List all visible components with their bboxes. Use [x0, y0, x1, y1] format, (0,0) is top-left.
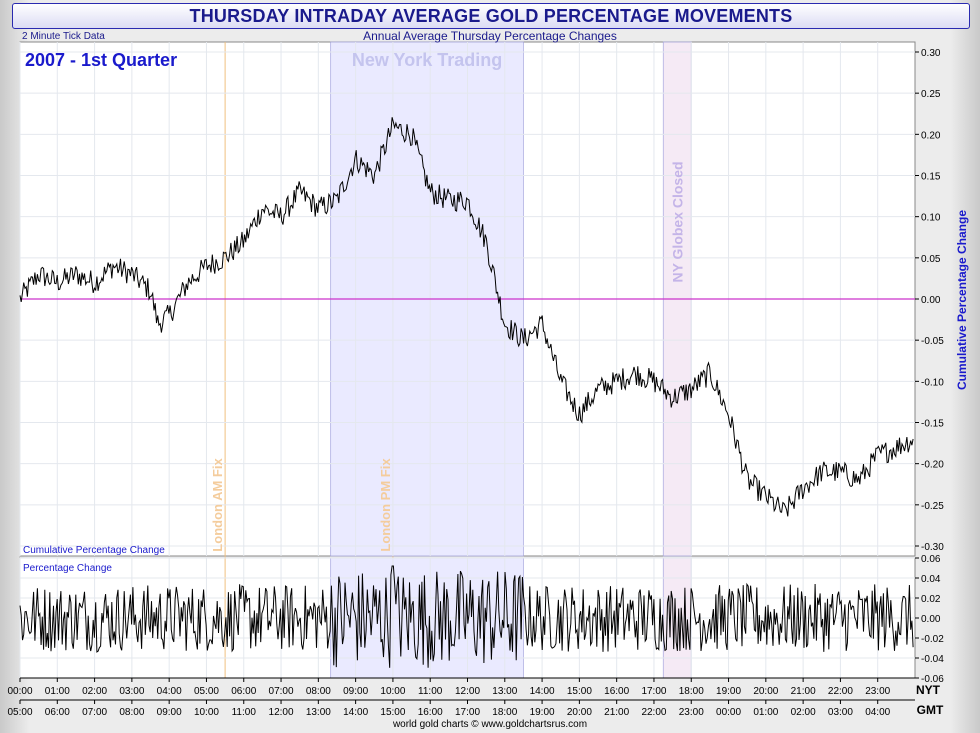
- bottom-panel-title: Percentage Change: [23, 563, 112, 574]
- london-fix-label-0: London AM Fix: [210, 458, 225, 552]
- y-tick-label-top-9: -0.15: [921, 419, 944, 430]
- x-tick-label-nyt-16: 16:00: [604, 686, 629, 697]
- y-tick-label-top-5: 0.05: [921, 254, 941, 265]
- top-panel-title: Cumulative Percentage Change: [23, 545, 165, 556]
- x-tick-label-gmt-12: 17:00: [455, 707, 480, 718]
- x-tick-label-nyt-14: 14:00: [530, 686, 555, 697]
- ny-trading-label: New York Trading: [352, 50, 502, 70]
- x-tick-label-gmt-13: 18:00: [492, 707, 517, 718]
- x-tick-label-nyt-8: 08:00: [306, 686, 331, 697]
- x-tick-label-gmt-6: 11:00: [232, 707, 257, 718]
- y-tick-label-bot-1: 0.04: [921, 574, 941, 585]
- x-tick-label-nyt-1: 01:00: [45, 686, 70, 697]
- x-tick-label-gmt-9: 14:00: [343, 707, 368, 718]
- x-tick-label-gmt-14: 19:00: [530, 707, 555, 718]
- y-tick-label-bot-3: 0.00: [921, 614, 941, 625]
- y-tick-label-bot-4: -0.02: [921, 634, 944, 645]
- x-tick-label-nyt-3: 03:00: [119, 686, 144, 697]
- x-tick-label-nyt-23: 23:00: [865, 686, 890, 697]
- london-fix-label-1: London PM Fix: [378, 458, 393, 552]
- x-tick-label-nyt-5: 05:00: [194, 686, 219, 697]
- gmt-axis-unit: GMT: [917, 703, 944, 717]
- chart-title: THURSDAY INTRADAY AVERAGE GOLD PERCENTAG…: [189, 6, 793, 26]
- x-tick-label-gmt-17: 22:00: [641, 707, 666, 718]
- x-tick-label-gmt-0: 05:00: [7, 707, 32, 718]
- y-tick-label-top-10: -0.20: [921, 460, 944, 471]
- nyt-axis-unit: NYT: [916, 683, 941, 697]
- y-tick-label-top-6: 0.00: [921, 295, 941, 306]
- x-tick-label-gmt-10: 15:00: [380, 707, 405, 718]
- x-tick-label-nyt-20: 20:00: [753, 686, 778, 697]
- x-tick-label-gmt-7: 12:00: [269, 707, 294, 718]
- x-tick-label-gmt-20: 01:00: [753, 707, 778, 718]
- chart-subtitle: Annual Average Thursday Percentage Chang…: [363, 29, 617, 43]
- x-tick-label-nyt-21: 21:00: [791, 686, 816, 697]
- x-tick-label-nyt-17: 17:00: [641, 686, 666, 697]
- x-tick-label-nyt-7: 07:00: [269, 686, 294, 697]
- x-tick-label-nyt-9: 09:00: [343, 686, 368, 697]
- y-tick-label-bot-0: 0.06: [921, 554, 941, 565]
- x-tick-label-gmt-21: 02:00: [791, 707, 816, 718]
- y-tick-label-bot-6: -0.06: [921, 674, 944, 685]
- y-tick-label-bot-2: 0.02: [921, 594, 941, 605]
- y-tick-label-top-12: -0.30: [921, 542, 944, 553]
- percentage-change-series-line: [19, 565, 914, 668]
- x-tick-label-nyt-0: 00:00: [7, 686, 32, 697]
- x-tick-label-nyt-4: 04:00: [157, 686, 182, 697]
- globex-closed-label: NY Globex Closed: [669, 161, 685, 282]
- x-tick-label-gmt-5: 10:00: [194, 707, 219, 718]
- x-tick-label-gmt-15: 20:00: [567, 707, 592, 718]
- y-axis-label: Cumulative Percentage Change: [955, 210, 969, 390]
- y-tick-label-top-0: 0.30: [921, 48, 941, 59]
- x-tick-label-gmt-1: 06:00: [45, 707, 70, 718]
- x-tick-label-nyt-15: 15:00: [567, 686, 592, 697]
- x-tick-label-nyt-12: 12:00: [455, 686, 480, 697]
- y-tick-label-top-11: -0.25: [921, 501, 944, 512]
- x-tick-label-gmt-4: 09:00: [157, 707, 182, 718]
- x-tick-label-nyt-19: 19:00: [716, 686, 741, 697]
- x-tick-label-nyt-10: 10:00: [380, 686, 405, 697]
- y-tick-label-top-8: -0.10: [921, 377, 944, 388]
- cumulative-series-line: [19, 117, 914, 517]
- y-tick-label-top-3: 0.15: [921, 172, 941, 183]
- y-tick-label-top-7: -0.05: [921, 336, 944, 347]
- x-tick-label-nyt-22: 22:00: [828, 686, 853, 697]
- y-tick-label-top-4: 0.10: [921, 213, 941, 224]
- footer-credit: world gold charts © www.goldchartsrus.co…: [392, 719, 587, 730]
- x-tick-label-gmt-3: 08:00: [119, 707, 144, 718]
- x-tick-label-nyt-11: 11:00: [418, 686, 443, 697]
- x-tick-label-gmt-18: 23:00: [679, 707, 704, 718]
- x-tick-label-nyt-6: 06:00: [231, 686, 256, 697]
- y-tick-label-bot-5: -0.04: [921, 654, 944, 665]
- period-label: 2007 - 1st Quarter: [25, 50, 177, 70]
- x-tick-label-gmt-2: 07:00: [82, 707, 107, 718]
- data-note: 2 Minute Tick Data: [22, 31, 105, 42]
- y-tick-label-top-1: 0.25: [921, 89, 941, 100]
- x-tick-label-nyt-18: 18:00: [679, 686, 704, 697]
- x-tick-label-gmt-16: 21:00: [604, 707, 629, 718]
- x-tick-label-gmt-11: 16:00: [418, 707, 443, 718]
- x-tick-label-gmt-8: 13:00: [306, 707, 331, 718]
- x-tick-label-gmt-22: 03:00: [828, 707, 853, 718]
- x-tick-label-nyt-2: 02:00: [82, 686, 107, 697]
- x-tick-label-gmt-19: 00:00: [716, 707, 741, 718]
- x-tick-label-gmt-23: 04:00: [865, 707, 890, 718]
- y-tick-label-top-2: 0.20: [921, 130, 941, 141]
- x-tick-label-nyt-13: 13:00: [492, 686, 517, 697]
- title-bar: THURSDAY INTRADAY AVERAGE GOLD PERCENTAG…: [12, 3, 970, 29]
